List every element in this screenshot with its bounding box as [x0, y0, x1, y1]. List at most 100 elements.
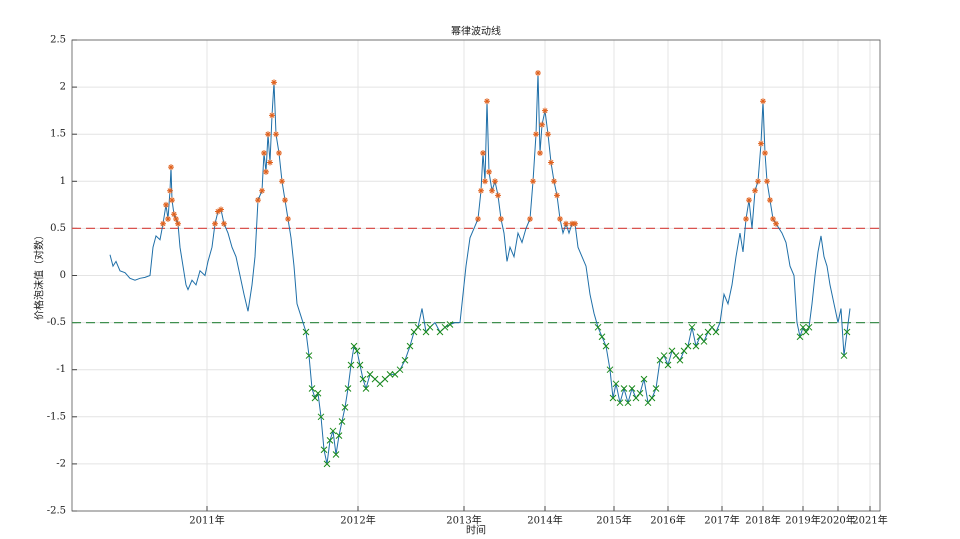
- bubble-marker: [173, 215, 179, 222]
- bubble-marker: [482, 178, 488, 185]
- trough-marker: [401, 356, 409, 364]
- plot-frame: [71, 39, 881, 512]
- trough-marker: [796, 333, 804, 341]
- trough-marker: [323, 460, 331, 468]
- bubble-marker: [168, 164, 174, 171]
- bubble-marker: [542, 107, 548, 114]
- bubble-marker: [259, 187, 265, 194]
- trough-marker: [332, 451, 340, 458]
- trough-marker: [840, 352, 848, 359]
- trough-marker: [305, 352, 313, 359]
- trough-marker: [712, 328, 720, 336]
- bubble-marker: [755, 178, 761, 185]
- bubble-marker: [535, 69, 541, 76]
- x-tick-label: 2021年: [852, 514, 887, 527]
- trough-marker: [353, 347, 361, 355]
- trough-marker: [700, 338, 708, 345]
- trough-marker: [612, 380, 620, 388]
- bubble-marker: [773, 220, 779, 227]
- bubble-marker: [167, 187, 173, 194]
- bubble-marker: [255, 197, 261, 204]
- trough-marker: [422, 328, 430, 336]
- bubble-marker: [743, 215, 749, 222]
- x-tick-label: 2013年: [446, 514, 481, 527]
- trough-marker: [688, 323, 696, 331]
- trough-marker: [704, 328, 712, 336]
- x-axis-label: 时间: [466, 524, 486, 537]
- trough-marker: [326, 436, 334, 444]
- trough-marker: [676, 356, 684, 364]
- y-tick-label: 1.5: [50, 129, 66, 140]
- trough-marker: [696, 333, 704, 341]
- y-tick-label: -1: [56, 364, 66, 375]
- trough-marker: [684, 342, 692, 350]
- bubble-marker: [746, 197, 752, 204]
- bubble-marker: [480, 150, 486, 157]
- trough-marker: [341, 404, 349, 411]
- bubble-marker: [572, 220, 578, 227]
- bubble-marker: [539, 121, 545, 128]
- trough-marker: [598, 333, 606, 341]
- bubble-marker: [218, 206, 224, 213]
- bubble-marker: [537, 150, 543, 157]
- trough-marker: [660, 352, 668, 359]
- bubble-marker: [486, 168, 492, 175]
- y-tick-label: -1.5: [47, 411, 66, 422]
- trough-marker: [799, 323, 807, 331]
- trough-marker: [602, 342, 610, 350]
- trough-marker: [680, 347, 688, 355]
- y-tick-label: -2: [56, 458, 66, 469]
- trough-marker: [805, 323, 813, 331]
- bubble-marker: [276, 150, 282, 157]
- x-tick-label: 2018年: [745, 514, 780, 527]
- trough-marker: [356, 361, 364, 369]
- trough-marker: [406, 342, 414, 350]
- trough-marker: [350, 342, 358, 350]
- bubble-marker: [563, 220, 569, 227]
- x-tick-label: 2012年: [340, 514, 375, 527]
- trough-marker: [652, 385, 660, 392]
- bubble-marker: [475, 215, 481, 222]
- trough-marker: [620, 385, 628, 392]
- bubble-marker: [762, 150, 768, 157]
- trough-marker: [632, 394, 640, 402]
- trough-marker: [441, 323, 449, 331]
- y-tick-label: 2: [60, 82, 66, 93]
- trough-marker: [396, 366, 404, 374]
- trough-marker: [648, 394, 656, 402]
- bubble-marker: [557, 215, 563, 222]
- x-tick-label: 2016年: [650, 514, 685, 527]
- bubble-marker: [215, 208, 221, 215]
- trough-marker: [594, 323, 602, 331]
- trough-marker: [308, 385, 316, 392]
- trough-marker: [640, 375, 648, 383]
- trough-marker: [386, 371, 394, 378]
- bubble-marker: [271, 79, 277, 86]
- bubble-marker: [269, 112, 275, 119]
- trough-marker: [344, 385, 352, 392]
- y-tick-label: 2.5: [50, 35, 66, 46]
- trough-marker: [644, 399, 652, 407]
- y-tick-label: -0.5: [47, 317, 66, 328]
- trough-marker: [624, 399, 632, 407]
- bubble-marker: [169, 197, 175, 204]
- trough-marker: [664, 361, 672, 369]
- trough-marker: [446, 321, 454, 328]
- bubble-marker: [530, 178, 536, 185]
- bubble-marker: [752, 187, 758, 194]
- bubble-marker: [764, 178, 770, 185]
- bubble-marker: [554, 192, 560, 199]
- bubble-marker: [495, 192, 501, 199]
- bubble-marker: [261, 150, 267, 157]
- bubble-marker: [767, 197, 773, 204]
- trough-marker: [426, 323, 434, 331]
- bubble-marker: [221, 220, 227, 227]
- bubble-marker: [163, 201, 169, 208]
- x-tick-label: 2017年: [704, 514, 739, 527]
- trough-marker: [628, 385, 636, 392]
- trough-marker: [338, 418, 346, 425]
- bubble-marker: [533, 131, 539, 138]
- y-tick-label: 0.5: [50, 223, 66, 234]
